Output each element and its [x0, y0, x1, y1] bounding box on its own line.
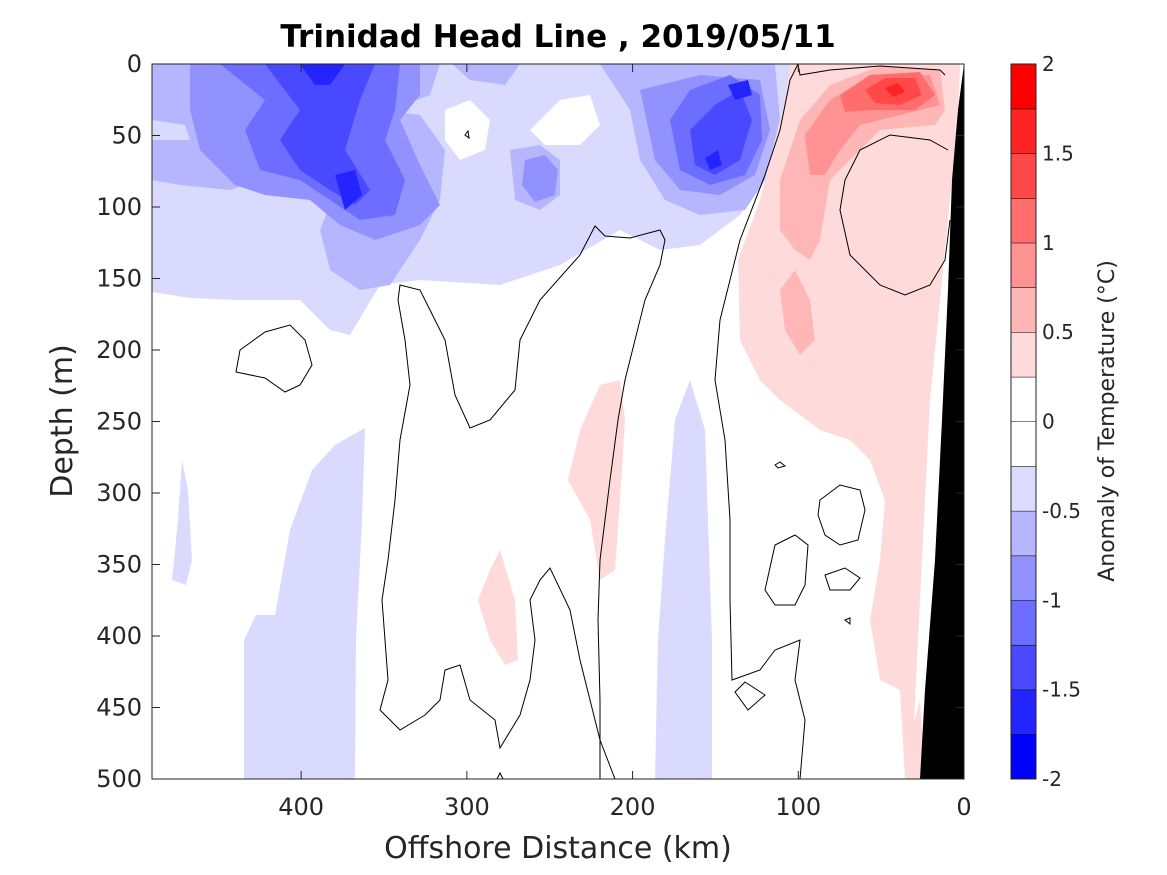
warm-region-deep-2	[478, 550, 518, 665]
warm-region-deep-1	[568, 380, 625, 580]
y-tick-label: 350	[96, 551, 142, 579]
zero-contour-loop-2	[764, 534, 809, 606]
x-tick-label: 400	[278, 793, 324, 821]
zero-contour-tiny-1	[464, 129, 470, 140]
zero-contour-tiny-2	[774, 461, 787, 469]
zero-contour-west-loop	[235, 324, 313, 393]
colorbar-swatch	[1011, 644, 1036, 690]
warm-contours-level-5	[865, 78, 922, 105]
colorbar-tick-label: -0.5	[1042, 499, 1081, 523]
cold-region-level-2-e	[452, 64, 520, 85]
x-tick-label: 100	[775, 793, 821, 821]
colorbar-swatch	[1011, 153, 1036, 199]
colorbar-swatch	[1011, 421, 1036, 467]
zero-contour-mid-column	[379, 225, 666, 779]
zero-contour-nearshore-band	[714, 64, 806, 779]
cold-region-level-5-b	[690, 90, 752, 175]
colorbar-tick-label: -1	[1042, 588, 1062, 612]
contour-field	[152, 64, 964, 779]
colorbar-frame	[1010, 63, 1037, 780]
y-tick-label: 50	[111, 122, 142, 150]
colorbar-tick-label: -2	[1042, 767, 1062, 791]
zero-contour-loop-3	[824, 567, 861, 591]
neutral-patch-west	[152, 120, 190, 140]
cold-region-level-6-c	[728, 80, 752, 100]
colorbar-label: Anomaly of Temperature (°C)	[1095, 260, 1120, 582]
colorbar-swatch	[1011, 734, 1036, 779]
y-tick-label: 500	[96, 765, 142, 793]
y-axis: 0 50 100 150 200 250 300 350 400 450 500	[96, 50, 964, 793]
cold-region-level-6-b	[335, 170, 362, 210]
x-tick-label: 0	[956, 793, 971, 821]
colorbar-swatch	[1011, 64, 1036, 109]
x-tick-label: 200	[610, 793, 656, 821]
colorbar-tick-label: 2	[1042, 52, 1055, 76]
chart-title: Trinidad Head Line , 2019/05/11	[280, 19, 835, 55]
x-tick-label: 300	[444, 793, 490, 821]
colorbar-swatch	[1011, 287, 1036, 333]
colorbar-swatch	[1011, 555, 1036, 601]
colorbar: 2 1.5 1 0.5 0 -0.5 -1 -1.5 -2	[1010, 52, 1081, 791]
colorbar-swatch	[1011, 466, 1036, 511]
cold-contours-level-6	[300, 64, 752, 210]
neutral-patch-offshore	[445, 100, 490, 160]
x-axis-label: Offshore Distance (km)	[384, 831, 732, 866]
y-tick-label: 450	[96, 694, 142, 722]
colorbar-tick-label: 0.5	[1042, 320, 1074, 344]
zero-contour-loop-4	[734, 681, 766, 711]
y-tick-label: 250	[96, 408, 142, 436]
zero-contour-loop-1	[817, 484, 866, 546]
cold-region-level-3-c	[522, 155, 558, 202]
colorbar-swatch	[1011, 510, 1036, 556]
warm-region-core	[885, 83, 905, 97]
colorbar-swatch	[1011, 198, 1036, 243]
colorbar-tick-label: 1	[1042, 231, 1055, 255]
neutral-patch-mid	[530, 95, 600, 145]
colorbar-swatch	[1011, 108, 1036, 154]
y-tick-label: 0	[127, 50, 142, 78]
zero-contour-tiny-3	[844, 617, 851, 626]
y-tick-label: 400	[96, 622, 142, 650]
y-axis-label: Depth (m)	[45, 344, 80, 498]
colorbar-swatch	[1011, 600, 1036, 645]
colorbar-tick-label: 0	[1042, 410, 1055, 434]
colorbar-swatch	[1011, 689, 1036, 735]
cold-region-thin-west	[172, 460, 192, 585]
y-tick-label: 300	[96, 479, 142, 507]
zero-contour-surface	[797, 64, 946, 76]
bathymetry-shelf	[920, 64, 964, 779]
colorbar-tick-label: 1.5	[1042, 141, 1074, 165]
colorbar-swatch	[1011, 376, 1036, 422]
colorbar-tick-label: -1.5	[1042, 678, 1081, 702]
y-tick-label: 150	[96, 265, 142, 293]
x-axis: 400 300 200 100 0	[278, 64, 972, 821]
cold-region-deep-center	[655, 380, 712, 779]
cold-region-deep-west	[244, 428, 365, 779]
cold-region-level-5	[265, 64, 375, 205]
warm-region-deep-3	[908, 700, 925, 779]
colorbar-swatch	[1011, 242, 1036, 288]
y-tick-label: 100	[96, 193, 142, 221]
cold-region-level-6-d	[705, 150, 722, 170]
zero-contour-lines	[152, 64, 951, 779]
y-tick-label: 200	[96, 336, 142, 364]
cold-region-level-6	[300, 64, 345, 85]
warm-region-level-2-b	[780, 270, 815, 355]
zero-contour-bottom-tick	[496, 771, 504, 779]
cold-contours-level-5	[265, 64, 752, 205]
zero-contour-warm-edge	[839, 134, 951, 296]
colorbar-swatch	[1011, 332, 1036, 377]
